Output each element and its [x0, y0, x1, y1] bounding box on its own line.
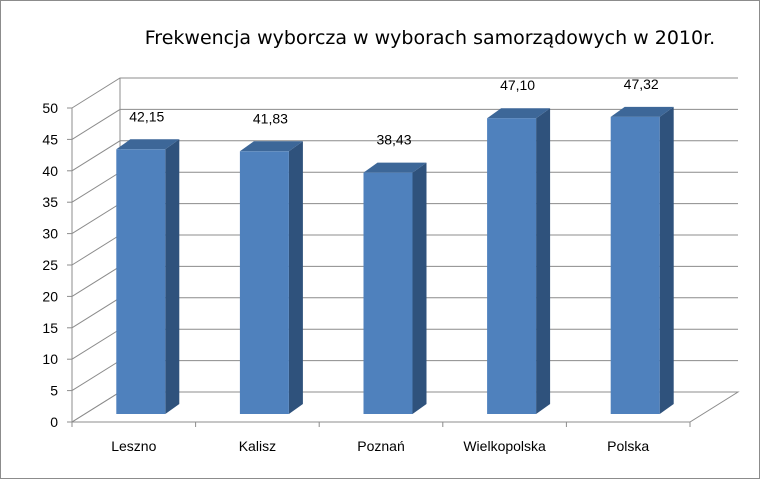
y-tick-label: 50	[42, 100, 58, 116]
y-tick-label: 15	[42, 320, 58, 336]
bar-top	[610, 106, 674, 117]
y-tick-label: 30	[42, 226, 58, 242]
y-tick-label: 5	[50, 383, 58, 399]
bar-front	[610, 116, 660, 415]
bar	[487, 108, 551, 414]
y-tick-label: 45	[42, 131, 58, 147]
data-label: 42,15	[129, 108, 164, 124]
chart-floor	[70, 391, 740, 423]
y-tick-label: 25	[42, 257, 58, 273]
chart-title: Frekwencja wyborcza w wyborach samorządo…	[144, 27, 716, 49]
bar	[116, 139, 180, 414]
bar	[610, 106, 674, 415]
x-tick-label: Kalisz	[239, 438, 276, 454]
bar	[363, 162, 427, 414]
y-tick-label: 10	[42, 351, 58, 367]
y-tick-label: 20	[42, 288, 58, 304]
x-tick-label: Wielkopolska	[463, 438, 546, 454]
data-label: 47,32	[624, 76, 659, 92]
y-tick-label: 40	[42, 163, 58, 179]
bar-side	[165, 139, 180, 414]
bar-top	[487, 108, 551, 119]
bar-side	[412, 162, 427, 414]
bar-side	[659, 106, 674, 415]
bar-front	[487, 118, 537, 414]
y-tick-label: 35	[42, 194, 58, 210]
bar	[239, 141, 303, 414]
bars	[116, 106, 674, 415]
bar-top	[116, 139, 180, 150]
bar-front	[363, 172, 413, 414]
x-tick-label: Leszno	[111, 438, 156, 454]
bar-front	[116, 149, 166, 414]
bar-top	[239, 141, 303, 152]
bar-front	[239, 151, 289, 414]
x-tick-label: Poznań	[357, 438, 404, 454]
bar-side	[536, 108, 551, 414]
data-label: 41,83	[253, 110, 288, 126]
y-tick-label: 0	[50, 414, 58, 430]
bar-side	[288, 141, 303, 414]
x-tick-label: Polska	[607, 438, 649, 454]
bar-top	[363, 162, 427, 173]
labels: 0 5 10 15 20 25 30 35 40 45 50 42,15 Leszno 41,83 Kali…	[42, 76, 659, 454]
data-label: 47,10	[500, 77, 535, 93]
data-label: 38,43	[376, 132, 411, 148]
